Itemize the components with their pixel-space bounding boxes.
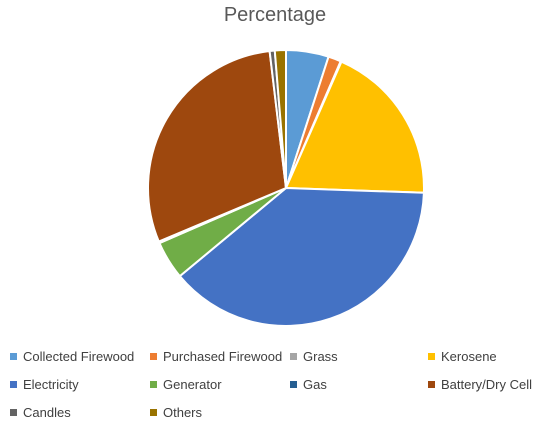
legend-item: Kerosene xyxy=(428,349,497,364)
legend-item: Candles xyxy=(10,405,71,420)
legend-label: Candles xyxy=(23,405,71,420)
legend-swatch xyxy=(428,381,435,388)
legend-item: Battery/Dry Cell xyxy=(428,377,532,392)
legend-label: Battery/Dry Cell xyxy=(441,377,533,392)
legend-item: Grass xyxy=(290,349,338,364)
legend-swatch xyxy=(10,381,17,388)
legend-label: Others xyxy=(163,405,203,420)
legend-label: Generator xyxy=(163,377,222,392)
pie-slice-battery-dry-cell xyxy=(147,49,288,243)
legend-label: Electricity xyxy=(23,377,79,392)
legend-swatch xyxy=(150,409,157,416)
pie-slice-electricity xyxy=(178,186,425,327)
legend-swatch xyxy=(290,353,297,360)
legend-item: Collected Firewood xyxy=(10,349,134,364)
legend-label: Purchased Firewood xyxy=(163,349,283,364)
legend-swatch xyxy=(290,381,297,388)
legend-label: Grass xyxy=(303,349,338,364)
legend-swatch xyxy=(428,353,435,360)
legend-item: Electricity xyxy=(10,377,79,392)
legend-label: Gas xyxy=(303,377,327,392)
pie-slice-kerosene xyxy=(284,60,425,194)
legend-swatch xyxy=(10,409,17,416)
legend-item: Generator xyxy=(150,377,222,392)
legend-item: Gas xyxy=(290,377,327,392)
legend-swatch xyxy=(150,353,157,360)
legend-swatch xyxy=(10,353,17,360)
chart-title: Percentage xyxy=(223,4,327,26)
legend-item: Purchased Firewood xyxy=(150,349,282,364)
legend-label: Kerosene xyxy=(441,349,497,364)
legend-swatch xyxy=(150,381,157,388)
legend-item: Others xyxy=(150,405,202,420)
legend-label: Collected Firewood xyxy=(23,349,135,364)
pie-slice-others xyxy=(273,48,287,189)
